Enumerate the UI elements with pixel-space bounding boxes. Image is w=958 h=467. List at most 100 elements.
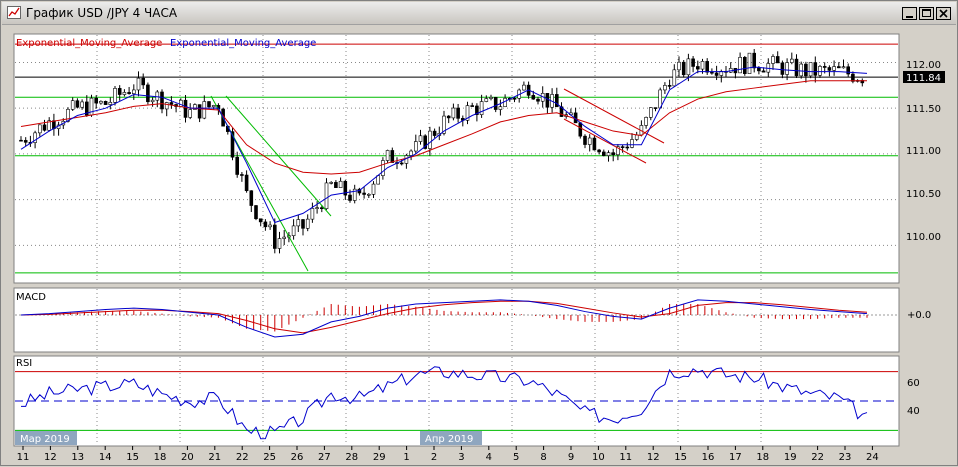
candle-bull xyxy=(738,57,742,74)
candle-bull xyxy=(277,238,282,249)
candle-bear xyxy=(343,180,348,196)
candle-bear xyxy=(536,98,540,102)
candle-bear xyxy=(240,174,244,176)
candle-bear xyxy=(804,63,808,77)
minimize-button[interactable] xyxy=(902,7,917,20)
candle-bear xyxy=(334,182,338,188)
candle-bear xyxy=(258,218,263,223)
candle-bear xyxy=(207,101,211,108)
candle-bear xyxy=(94,97,98,104)
date-label: 11 xyxy=(17,452,30,463)
rsi-plot xyxy=(15,366,898,440)
macd-signal-line xyxy=(20,300,868,334)
candle-bear xyxy=(19,139,23,142)
candle-bear xyxy=(301,219,305,229)
date-axis: 11 12 13 14 15 18 20 21 22 25 26 27 28 29 1 2 3 4 5 8 9 10 11 1… xyxy=(17,446,879,463)
candle-bull xyxy=(686,58,691,76)
candle-bear xyxy=(23,140,28,143)
rsi-label: RSI xyxy=(16,358,32,369)
candle-bear xyxy=(169,102,174,105)
candle-bull xyxy=(113,88,117,103)
candle-bull xyxy=(376,175,381,185)
trend-line xyxy=(563,118,647,164)
candle-bull xyxy=(70,100,75,110)
month-label: Мар 2019 xyxy=(20,434,70,445)
maximize-button[interactable] xyxy=(919,7,934,20)
candle-bull xyxy=(442,115,446,134)
candle-bear xyxy=(775,56,780,64)
candle-bull xyxy=(700,61,705,70)
candle-bull xyxy=(381,160,385,176)
candle-bear xyxy=(813,62,818,76)
candle-bull xyxy=(305,218,310,229)
candle-bear xyxy=(470,105,475,107)
candle-bear xyxy=(757,67,761,72)
candle-bear xyxy=(230,131,235,158)
candle-bull xyxy=(630,139,634,148)
candle-bull xyxy=(818,66,822,76)
candle-bear xyxy=(780,62,785,75)
candle-bear xyxy=(592,137,597,151)
date-label: 17 xyxy=(729,452,742,463)
candle-bull xyxy=(808,62,813,77)
candle-bull xyxy=(202,101,207,119)
candle-bull xyxy=(634,134,639,140)
candle-bull xyxy=(522,84,526,91)
candle-bull xyxy=(324,182,329,209)
candle-bull xyxy=(211,105,216,108)
candle-bear xyxy=(272,224,277,249)
candle-bear xyxy=(85,101,89,116)
date-label: 18 xyxy=(154,452,167,463)
candle-bear xyxy=(559,106,564,117)
date-label: 11 xyxy=(619,452,632,463)
candle-bull xyxy=(484,98,489,102)
price-panel[interactable] xyxy=(13,33,900,284)
date-label: 22 xyxy=(236,452,249,463)
chart-window-icon xyxy=(7,6,21,19)
candle-bull xyxy=(193,104,197,110)
candle-bull xyxy=(291,225,296,236)
macd-zero-label: +0.0 xyxy=(907,310,931,321)
candle-bear xyxy=(705,61,710,73)
price-label: 110.00 xyxy=(906,232,941,243)
candle-bull xyxy=(644,117,648,126)
candle-bull xyxy=(296,219,301,227)
candle-bear xyxy=(446,115,451,119)
candle-bull xyxy=(479,101,484,115)
close-icon xyxy=(939,9,948,18)
date-label: 16 xyxy=(702,452,715,463)
candle-bull xyxy=(136,77,141,91)
close-button[interactable] xyxy=(936,7,951,20)
candle-bear xyxy=(620,146,625,148)
candle-bull xyxy=(413,141,418,152)
candle-bear xyxy=(183,99,188,118)
rsi-level-label: 60 xyxy=(907,378,920,389)
candle-bear xyxy=(160,91,164,110)
date-label: 27 xyxy=(318,452,331,463)
date-label: 19 xyxy=(784,452,797,463)
candle-bull xyxy=(164,102,169,110)
current-price-label: 111.84 xyxy=(906,73,941,84)
title-bar[interactable]: График USD /JPY 4 ЧАСА xyxy=(2,2,956,25)
candle-bear xyxy=(827,67,832,71)
candle-bear xyxy=(836,66,841,69)
rsi-level-label: 40 xyxy=(907,406,920,417)
candle-bull xyxy=(37,124,42,134)
candle-bear xyxy=(653,107,658,109)
macd-panel[interactable] xyxy=(13,287,900,353)
candle-bear xyxy=(846,66,851,75)
price-label: 110.50 xyxy=(906,189,941,200)
date-label: 4 xyxy=(486,452,492,463)
candle-bear xyxy=(362,192,366,195)
ema-slow-line xyxy=(20,80,867,175)
candle-bull xyxy=(799,63,804,77)
date-label: 29 xyxy=(373,452,386,463)
candle-bull xyxy=(672,69,677,87)
candle-bear xyxy=(822,66,827,68)
candle-bull xyxy=(498,106,503,110)
candle-bull xyxy=(428,130,432,149)
date-label: 18 xyxy=(756,452,769,463)
candle-bear xyxy=(319,207,324,209)
candle-bull xyxy=(418,135,423,142)
